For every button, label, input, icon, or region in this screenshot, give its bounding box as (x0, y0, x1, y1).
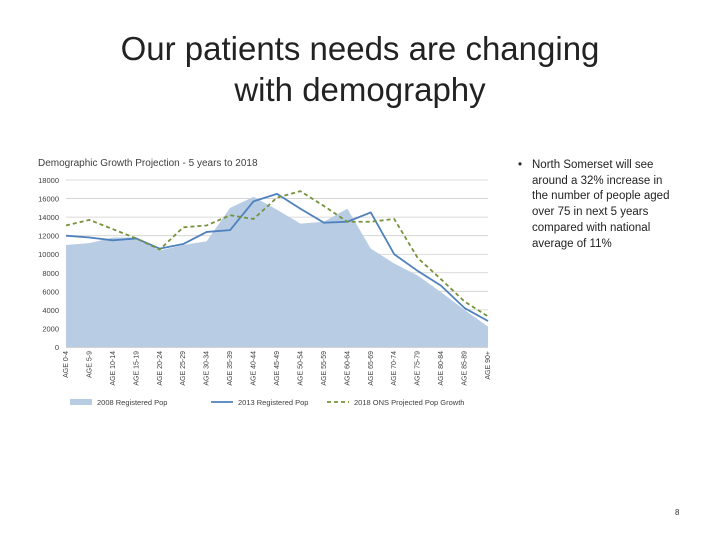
title-line-2: with demography (234, 71, 486, 109)
x-tick-label: AGE 45-49 (274, 351, 281, 386)
y-tick-label: 6000 (42, 287, 59, 296)
x-tick-label: AGE 80-84 (438, 351, 445, 386)
x-tick-label: AGE 30-34 (204, 351, 211, 386)
x-tick-label: AGE 0-4 (63, 351, 70, 378)
bullet-point: • North Somerset will see around a 32% i… (518, 158, 673, 252)
legend-swatch (70, 399, 92, 405)
legend-label: 2013 Registered Pop (238, 398, 308, 407)
x-tick-label: AGE 5-9 (86, 351, 93, 378)
bullet-text: North Somerset will see around a 32% inc… (532, 159, 670, 250)
x-tick-label: AGE 50-54 (297, 351, 304, 386)
chart-title: Demographic Growth Projection - 5 years … (38, 158, 258, 169)
slide-title: Our patients needs are changing with dem… (0, 28, 720, 111)
page-number: 8 (675, 508, 680, 517)
x-tick-label: AGE 35-39 (227, 351, 234, 386)
title-line-1: Our patients needs are changing (120, 30, 600, 67)
y-tick-label: 12000 (38, 232, 59, 241)
x-tick-label: AGE 60-64 (344, 351, 351, 386)
x-tick-label: AGE 25-29 (180, 351, 187, 386)
x-tick-label: AGE 90+ (485, 351, 492, 380)
y-tick-label: 14000 (38, 213, 59, 222)
y-tick-label: 16000 (38, 195, 59, 204)
x-tick-label: AGE 65-69 (368, 351, 375, 386)
y-tick-label: 18000 (38, 176, 59, 185)
chart-container: Demographic Growth Projection - 5 years … (0, 150, 500, 415)
demographic-growth-chart: Demographic Growth Projection - 5 years … (38, 158, 492, 407)
y-tick-label: 10000 (38, 250, 59, 259)
y-tick-label: 0 (55, 343, 59, 352)
series-line-2013 (65, 193, 489, 322)
y-tick-label: 4000 (42, 306, 59, 315)
legend-label: 2018 ONS Projected Pop Growth (354, 398, 464, 407)
x-tick-label: AGE 70-74 (391, 351, 398, 386)
series-area-2008 (66, 196, 488, 347)
x-tick-label: AGE 20-24 (157, 351, 164, 386)
x-tick-label: AGE 10-14 (110, 351, 117, 386)
legend-label: 2008 Registered Pop (97, 398, 167, 407)
y-tick-label: 8000 (42, 269, 59, 278)
x-tick-label: AGE 75-79 (415, 351, 422, 386)
x-tick-label: AGE 40-44 (251, 351, 258, 386)
bullet-marker: • (518, 159, 523, 171)
x-tick-label: AGE 55-59 (321, 351, 328, 386)
y-tick-label: 2000 (42, 324, 59, 333)
x-tick-label: AGE 85-89 (462, 351, 469, 386)
x-tick-label: AGE 15-19 (133, 351, 140, 386)
